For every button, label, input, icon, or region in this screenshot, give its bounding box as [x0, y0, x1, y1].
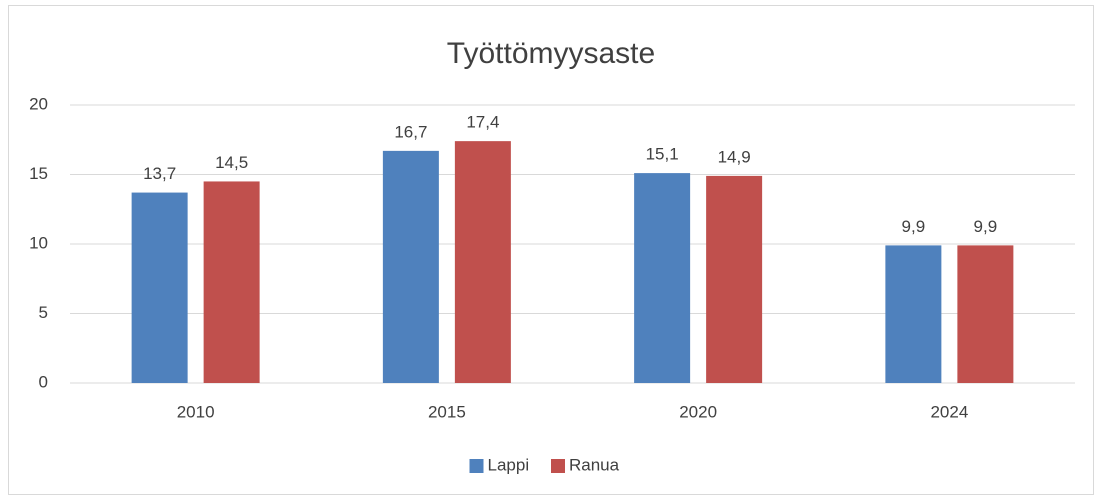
- bar: [382, 150, 439, 383]
- x-tick-label: 2020: [679, 402, 717, 421]
- data-label: 17,4: [466, 113, 499, 132]
- bar: [454, 141, 511, 383]
- bar: [885, 245, 942, 383]
- chart-title: Työttömyysaste: [447, 37, 655, 70]
- data-label: 9,9: [902, 217, 926, 236]
- data-label: 14,9: [718, 147, 751, 166]
- y-tick-label: 0: [39, 372, 48, 391]
- bar: [131, 192, 188, 383]
- legend-swatch: [469, 459, 484, 473]
- bar: [634, 173, 691, 383]
- data-label: 15,1: [646, 145, 679, 164]
- bar: [706, 175, 763, 383]
- y-tick-label: 20: [29, 94, 48, 113]
- y-tick-label: 10: [29, 233, 48, 252]
- legend-label: Lappi: [488, 455, 530, 474]
- data-label: 16,7: [394, 122, 427, 141]
- legend-swatch: [551, 459, 565, 473]
- x-tick-label: 2015: [428, 402, 466, 421]
- bar: [203, 181, 260, 383]
- data-label: 13,7: [143, 164, 176, 183]
- legend-label: Ranua: [569, 455, 620, 474]
- data-label: 9,9: [974, 217, 998, 236]
- bar: [957, 245, 1014, 383]
- y-tick-label: 5: [39, 303, 48, 322]
- x-tick-label: 2010: [177, 402, 215, 421]
- y-tick-label: 15: [29, 164, 48, 183]
- x-tick-label: 2024: [930, 402, 968, 421]
- data-label: 14,5: [215, 153, 248, 172]
